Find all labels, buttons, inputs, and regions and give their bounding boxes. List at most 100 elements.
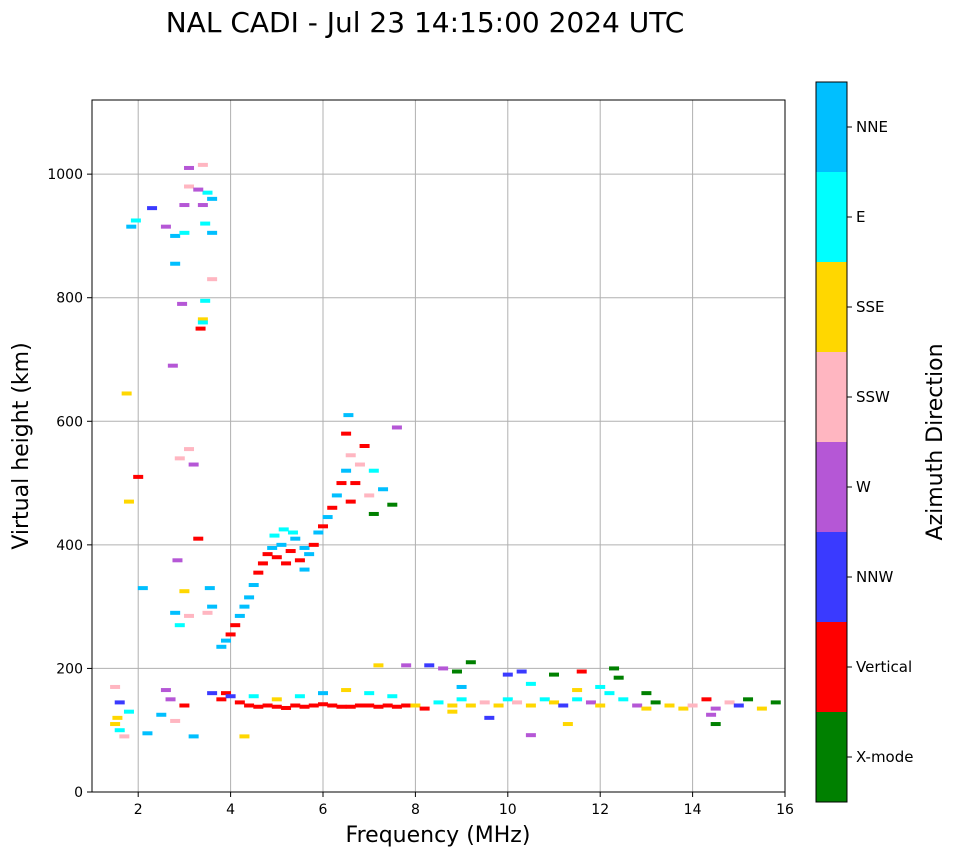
echo-point <box>239 734 250 739</box>
echo-point <box>770 700 781 705</box>
echo-point <box>188 462 199 467</box>
x-axis-ticks: 2 4 6 8 10 12 14 16 <box>134 792 794 818</box>
echo-point <box>114 700 125 705</box>
echo-point <box>539 697 550 702</box>
echo-point <box>456 684 467 689</box>
colorbar-segment <box>816 352 847 442</box>
echo-point <box>525 681 536 686</box>
echo-point <box>345 499 356 504</box>
x-tick-label: 6 <box>319 802 328 818</box>
echo-point <box>184 447 195 452</box>
echo-point <box>341 688 352 693</box>
echo-point <box>368 511 379 516</box>
echo-point <box>641 691 652 696</box>
echo-point <box>479 700 490 705</box>
echo-point <box>179 589 190 594</box>
echo-point <box>512 700 523 705</box>
chart-title: NAL CADI - Jul 23 14:15:00 2024 UTC <box>166 6 685 39</box>
echo-point <box>262 703 273 708</box>
echo-point <box>230 623 241 628</box>
echo-point <box>177 301 188 306</box>
echo-point <box>424 663 435 668</box>
echo-point <box>341 468 352 473</box>
echo-point <box>244 595 255 600</box>
echo-point <box>167 363 178 368</box>
echo-point <box>114 728 125 733</box>
echo-point <box>465 660 476 665</box>
x-axis-label: Frequency (MHz) <box>346 823 531 848</box>
echo-point <box>345 453 356 458</box>
echo-point <box>278 527 289 532</box>
echo-point <box>304 552 315 557</box>
echo-point <box>664 703 675 708</box>
colorbar-category-label: E <box>856 208 865 226</box>
echo-point <box>220 691 231 696</box>
echo-point <box>562 722 573 727</box>
echo-point <box>641 706 652 711</box>
echo-point <box>502 672 513 677</box>
echo-point <box>170 610 181 615</box>
echo-point <box>123 709 134 714</box>
echo-point <box>142 731 153 736</box>
echo-point <box>267 545 278 550</box>
echo-point <box>285 549 296 554</box>
y-axis-label: Virtual height (km) <box>9 342 34 549</box>
colorbar-segment <box>816 262 847 352</box>
echo-point <box>262 552 273 557</box>
echo-point <box>502 697 513 702</box>
echo-point <box>121 391 132 396</box>
echo-point <box>724 700 735 705</box>
echo-point <box>294 694 305 699</box>
echo-point <box>156 712 167 717</box>
echo-point <box>276 542 287 547</box>
plot-frame <box>91 99 786 793</box>
colorbar-segment <box>816 532 847 622</box>
y-axis-ticks: 0 200 400 600 800 1000 <box>47 167 92 801</box>
echo-point <box>322 515 333 520</box>
echo-point <box>174 456 185 461</box>
echo-point <box>456 697 467 702</box>
echo-point <box>354 462 365 467</box>
echo-point <box>678 706 689 711</box>
echo-point <box>216 697 227 702</box>
echo-point <box>595 684 606 689</box>
echo-point <box>204 586 215 591</box>
echo-point <box>387 502 398 507</box>
y-tick-label: 1000 <box>47 167 83 183</box>
echo-point <box>195 326 206 331</box>
echo-point <box>350 481 361 486</box>
echo-point <box>576 669 587 674</box>
echo-point <box>650 700 661 705</box>
echo-point <box>299 567 310 572</box>
echo-point <box>609 666 620 671</box>
x-tick-label: 16 <box>776 802 794 818</box>
echo-point <box>244 703 255 708</box>
echo-point <box>336 704 347 709</box>
echo-point <box>269 533 280 538</box>
echo-point <box>327 505 338 510</box>
echo-point <box>572 697 583 702</box>
echo-point <box>130 218 141 223</box>
echo-point <box>433 700 444 705</box>
echo-point <box>253 704 264 709</box>
echo-point <box>364 703 375 708</box>
echo-point <box>112 715 123 720</box>
echo-point <box>308 703 319 708</box>
echo-point <box>391 425 402 430</box>
x-tick-label: 14 <box>684 802 702 818</box>
echo-point <box>343 413 354 418</box>
echo-point <box>271 697 282 702</box>
echo-point <box>331 493 342 498</box>
echo-point <box>451 669 462 674</box>
y-tick-label: 200 <box>56 661 83 677</box>
x-tick-label: 2 <box>134 802 143 818</box>
colorbar-category-label: W <box>856 478 871 496</box>
x-tick-label: 8 <box>411 802 420 818</box>
echo-point <box>308 542 319 547</box>
echo-point <box>299 545 310 550</box>
echo-point <box>572 688 583 693</box>
colorbar-category-label: SSW <box>856 388 890 406</box>
echo-point <box>239 604 250 609</box>
echo-point <box>701 697 712 702</box>
